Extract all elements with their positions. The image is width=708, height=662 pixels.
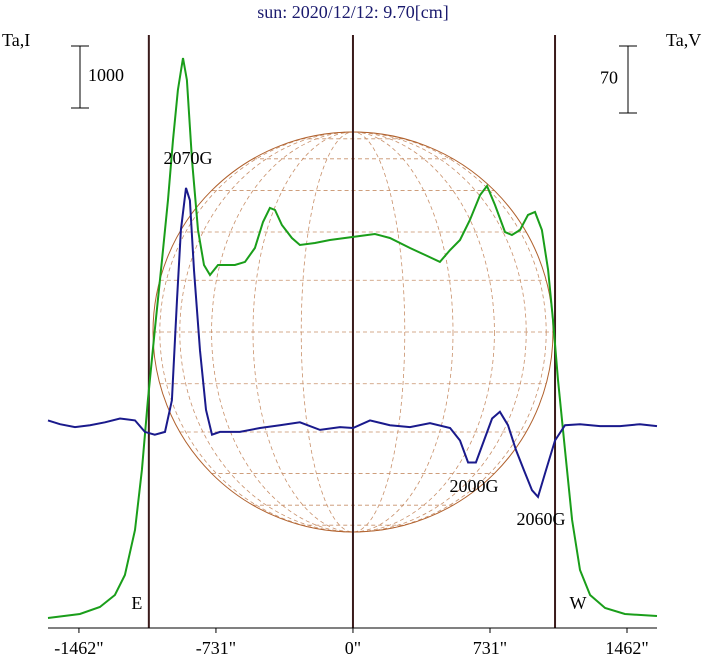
x-tick-label: -1462" xyxy=(54,638,103,658)
x-tick-label: 731" xyxy=(473,638,507,658)
chart-title: sun: 2020/12/12: 9.70[cm] xyxy=(257,2,449,22)
scale-label: 1000 xyxy=(88,65,124,85)
x-tick-label: 1462" xyxy=(605,638,648,658)
y2-axis-label: Ta,V xyxy=(666,30,701,50)
annotation: 2060G xyxy=(517,509,566,529)
marker-label: W xyxy=(570,593,587,613)
x-tick-label: 0" xyxy=(345,638,361,658)
y-axis-label: Ta,I xyxy=(2,30,30,50)
marker-label: E xyxy=(131,593,142,613)
annotation: 2000G xyxy=(450,476,499,496)
x-tick-label: -731" xyxy=(196,638,236,658)
series-line xyxy=(47,57,658,619)
annotation: 2070G xyxy=(164,148,213,168)
series-line xyxy=(47,187,658,499)
scale-label: 70 xyxy=(600,68,618,88)
